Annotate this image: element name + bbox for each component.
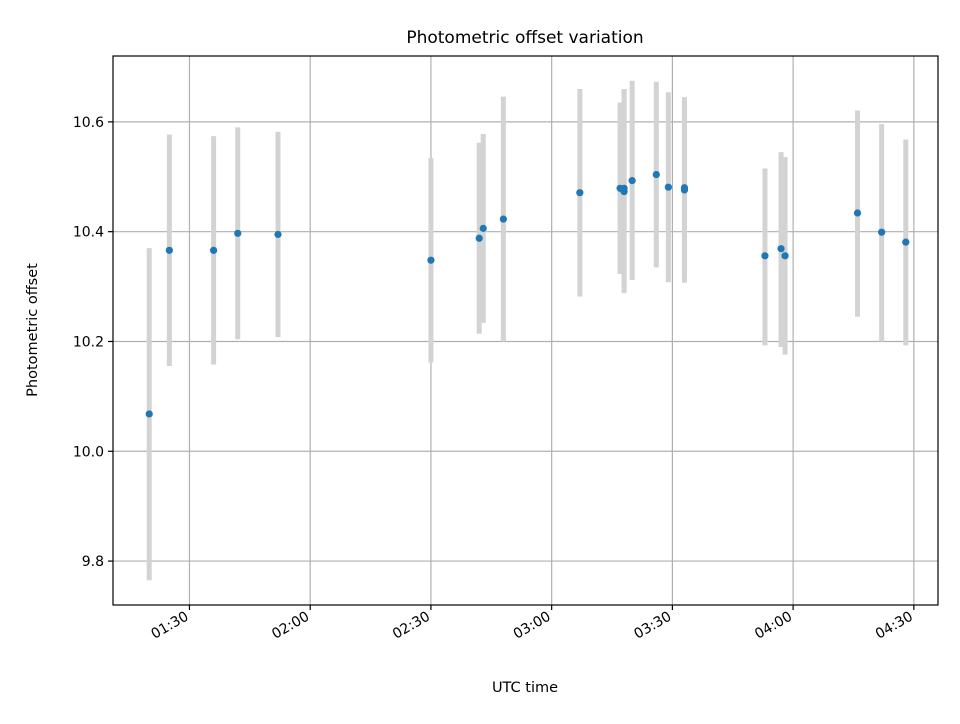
data-point — [499, 215, 507, 223]
data-point — [234, 229, 242, 237]
data-point — [652, 170, 660, 179]
data-point — [165, 246, 173, 254]
data-point — [274, 230, 282, 239]
data-point — [427, 256, 435, 264]
chart-title: Photometric offset variation — [406, 28, 643, 48]
data-point — [145, 410, 153, 418]
data-point — [761, 252, 769, 260]
grid — [113, 56, 938, 605]
y-tick-label: 10.4 — [73, 225, 104, 241]
data-point — [853, 209, 862, 217]
y-tick-label: 10.6 — [73, 115, 104, 131]
data-point — [878, 228, 886, 236]
data-point — [628, 177, 636, 185]
y-axis-ticks: 9.8 10.0 10.2 10.4 10.6 — [73, 115, 113, 570]
data-point — [479, 224, 487, 232]
y-tick-label: 9.8 — [82, 554, 104, 570]
plot-frame — [112, 55, 939, 606]
y-axis-label: Photometric offset — [25, 263, 41, 397]
data-point — [620, 184, 628, 192]
data-point — [576, 189, 584, 197]
data-point — [902, 238, 910, 246]
x-axis-label: UTC time — [492, 680, 558, 696]
data-point — [777, 245, 785, 253]
data-points — [145, 170, 910, 418]
data-point — [664, 183, 672, 191]
data-point — [680, 184, 689, 192]
y-tick-label: 10.2 — [73, 334, 104, 350]
data-point — [210, 246, 218, 254]
data-point — [781, 252, 789, 260]
data-point — [475, 234, 483, 242]
y-tick-label: 10.0 — [73, 444, 104, 460]
